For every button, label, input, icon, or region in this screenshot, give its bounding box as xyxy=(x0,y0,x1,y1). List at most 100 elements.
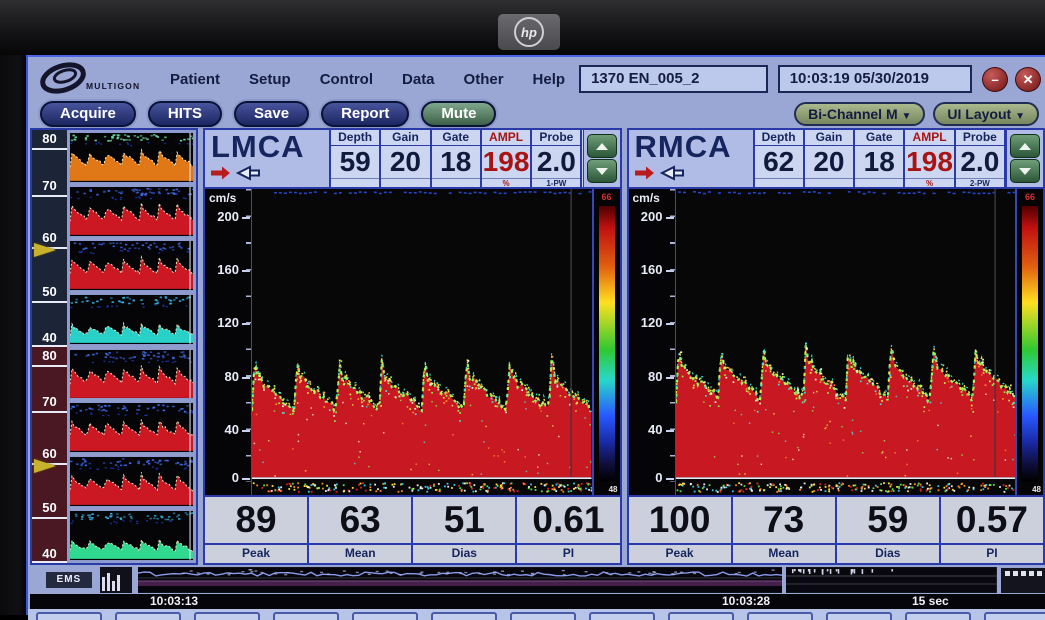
spectrum-thumbnail[interactable] xyxy=(69,402,194,453)
trend-row: EMS xyxy=(30,566,1045,594)
chevron-down-icon xyxy=(1019,168,1031,175)
taskbar-button[interactable] xyxy=(668,612,734,620)
depth-label: 40 xyxy=(32,546,67,561)
taskbar-button[interactable] xyxy=(352,612,418,620)
param-probe[interactable]: Probe 2.0 1-PW xyxy=(532,130,582,187)
stat-pi: 0.57 PI xyxy=(941,497,1043,563)
ui-layout-label: UI Layout xyxy=(947,106,1011,122)
rmca-spectrogram-plot[interactable] xyxy=(675,189,1016,495)
taskbar-button[interactable] xyxy=(747,612,813,620)
param-ampl[interactable]: AMPL 198 % xyxy=(905,130,955,187)
spectrum-thumbnail[interactable] xyxy=(69,240,194,291)
thumbnail-column xyxy=(67,130,196,347)
taskbar-button[interactable] xyxy=(905,612,971,620)
stat-dias: 59 Dias xyxy=(837,497,941,563)
taskbar-button[interactable] xyxy=(984,612,1045,620)
axis-tick-label: 120 xyxy=(641,315,663,330)
close-button[interactable]: ✕ xyxy=(1015,67,1041,92)
depth-down-button[interactable] xyxy=(587,159,617,183)
taskbar-button[interactable] xyxy=(36,612,102,620)
trend-strip-right[interactable] xyxy=(786,567,997,593)
spectrum-thumbnail[interactable] xyxy=(69,456,194,507)
depth-up-button[interactable] xyxy=(1010,134,1040,158)
menu-item-help[interactable]: Help xyxy=(533,71,566,88)
trend-strip-left[interactable] xyxy=(138,567,783,593)
channel-mode-label: Bi-Channel M xyxy=(808,106,897,122)
menu-item-setup[interactable]: Setup xyxy=(249,71,291,88)
stat-peak: 100 Peak xyxy=(629,497,733,563)
depth-scan-section-left-channel: 80 70 60 50 40 xyxy=(32,130,196,347)
param-probe[interactable]: Probe 2.0 2-PW xyxy=(956,130,1006,187)
velocity-axis: cm/s 200 160 120 80 40 0 xyxy=(629,189,675,495)
depth-scale[interactable]: 80 70 60 50 40 xyxy=(32,347,67,564)
menu-item-data[interactable]: Data xyxy=(402,71,435,88)
param-gain[interactable]: Gain 20 xyxy=(805,130,855,187)
spectrum-thumbnail[interactable] xyxy=(69,132,194,183)
spectrum-thumbnail[interactable] xyxy=(69,510,194,561)
trend-mini-icons[interactable] xyxy=(100,567,132,593)
hp-logo: hp xyxy=(498,14,560,50)
taskbar-button[interactable] xyxy=(589,612,655,620)
save-button[interactable]: Save xyxy=(234,101,309,127)
intensity-colorbar-column: 66 48 xyxy=(1015,189,1043,495)
menu-item-patient[interactable]: Patient xyxy=(170,71,220,88)
spectrum-thumbnail[interactable] xyxy=(69,186,194,237)
lmca-spectrogram-plot[interactable] xyxy=(251,189,592,495)
spectrum-thumbnail[interactable] xyxy=(69,349,194,400)
depth-down-button[interactable] xyxy=(1010,159,1040,183)
minimize-icon: – xyxy=(991,73,998,86)
report-button[interactable]: Report xyxy=(321,101,409,127)
param-gate[interactable]: Gate 18 xyxy=(855,130,905,187)
colorbar-max-label: 66 xyxy=(594,192,620,202)
taskbar-button[interactable] xyxy=(510,612,576,620)
chevron-down-icon: ▼ xyxy=(1015,111,1025,122)
depth-label: 70 xyxy=(32,394,67,409)
depth-label: 50 xyxy=(32,500,67,515)
stat-mean: 63 Mean xyxy=(309,497,413,563)
flow-direction-arrow-icon xyxy=(211,166,231,180)
param-gain[interactable]: Gain 20 xyxy=(381,130,431,187)
depth-up-button[interactable] xyxy=(587,134,617,158)
depth-scan-sidebar: 80 70 60 50 40 xyxy=(30,128,198,565)
menu-item-other[interactable]: Other xyxy=(464,71,504,88)
intensity-colorbar xyxy=(1022,206,1038,482)
param-ampl[interactable]: AMPL 198 % xyxy=(482,130,532,187)
minimize-button[interactable]: – xyxy=(982,67,1008,92)
menu-item-control[interactable]: Control xyxy=(320,71,373,88)
time-bar: 10:03:13 10:03:28 15 sec xyxy=(30,594,1045,609)
ui-layout-dropdown[interactable]: UI Layout ▼ xyxy=(933,102,1039,126)
patient-id-field[interactable]: 1370 EN_005_2 xyxy=(579,65,768,93)
spectrum-thumbnail[interactable] xyxy=(69,294,194,345)
axis-tick-label: 160 xyxy=(641,262,663,277)
trend-toolbar-icons[interactable] xyxy=(1001,568,1045,593)
param-depth[interactable]: Depth 62 xyxy=(755,130,805,187)
axis-tick-label: 0 xyxy=(655,470,662,485)
param-gate[interactable]: Gate 18 xyxy=(432,130,482,187)
taskbar-button[interactable] xyxy=(273,612,339,620)
param-depth[interactable]: Depth 59 xyxy=(331,130,381,187)
axis-unit-label: cm/s xyxy=(633,191,660,205)
depth-scale[interactable]: 80 70 60 50 40 xyxy=(32,130,67,347)
menu-items: Patient Setup Control Data Other Help xyxy=(170,71,565,88)
taskbar-button[interactable] xyxy=(431,612,497,620)
multigon-logo-text: MULTIGON xyxy=(86,81,140,91)
channel-mode-dropdown[interactable]: Bi-Channel M ▼ xyxy=(794,102,925,126)
taskbar-button[interactable] xyxy=(826,612,892,620)
panel-title: RMCA xyxy=(635,131,751,163)
datetime-field: 10:03:19 05/30/2019 xyxy=(778,65,972,93)
lmca-panel: LMCA Depth xyxy=(203,128,622,565)
lmca-panel-header: LMCA Depth xyxy=(205,130,620,189)
axis-tick-label: 80 xyxy=(225,369,239,384)
taskbar-button[interactable] xyxy=(194,612,260,620)
axis-tick-label: 40 xyxy=(648,422,662,437)
rmca-spectrogram-area: cm/s 200 160 120 80 40 0 66 xyxy=(629,189,1044,495)
mute-button[interactable]: Mute xyxy=(421,101,496,127)
depth-label: 80 xyxy=(32,131,67,146)
taskbar-button[interactable] xyxy=(115,612,181,620)
hits-button[interactable]: HITS xyxy=(148,101,222,127)
intensity-colorbar xyxy=(599,206,615,482)
time-mid-label: 10:03:28 xyxy=(722,594,770,609)
probe-icon xyxy=(660,165,686,181)
acquire-button[interactable]: Acquire xyxy=(40,101,136,127)
